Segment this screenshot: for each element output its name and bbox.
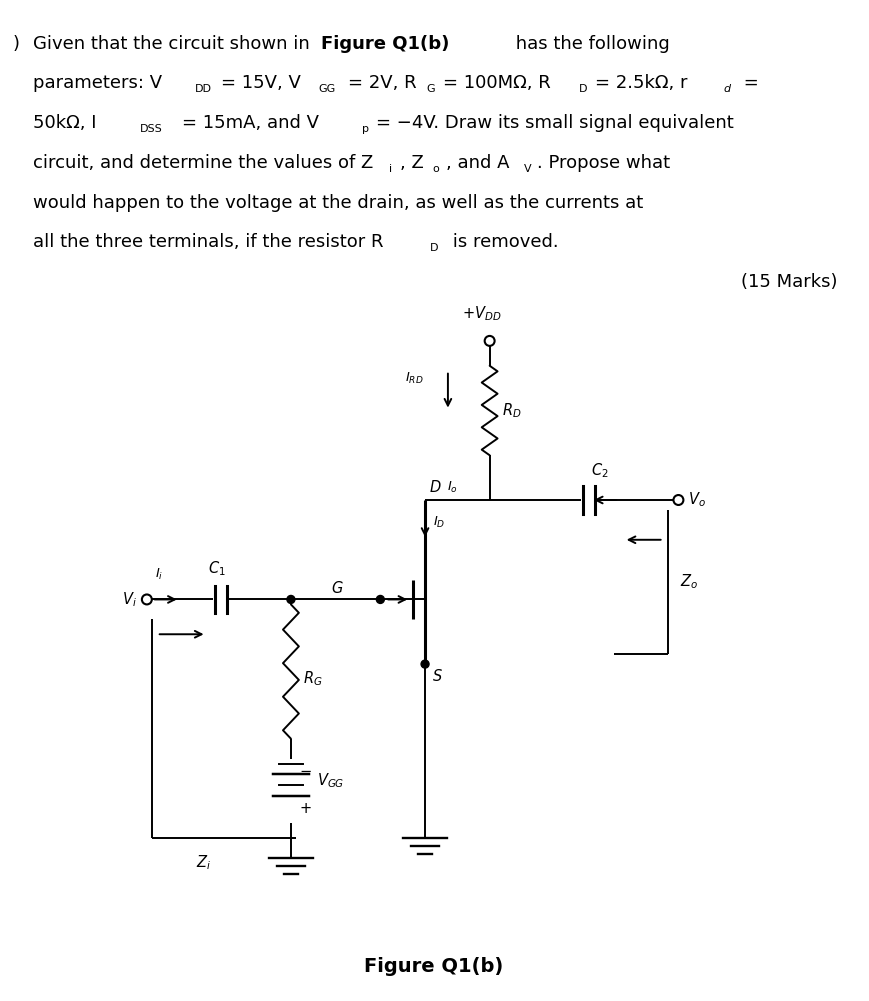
Text: G: G — [331, 582, 342, 597]
Text: , Z: , Z — [401, 154, 424, 172]
Text: $V_i$: $V_i$ — [123, 591, 137, 609]
Circle shape — [376, 596, 384, 604]
Text: . Propose what: . Propose what — [537, 154, 671, 172]
Text: $+$: $+$ — [299, 802, 311, 817]
Text: all the three terminals, if the resistor R: all the three terminals, if the resistor… — [32, 233, 383, 251]
Text: D: D — [579, 84, 587, 94]
Text: = 2.5kΩ, r: = 2.5kΩ, r — [595, 74, 687, 92]
Text: would happen to the voltage at the drain, as well as the currents at: would happen to the voltage at the drain… — [32, 194, 643, 212]
Text: $-$: $-$ — [299, 762, 312, 777]
Text: S: S — [433, 669, 442, 684]
Text: G: G — [426, 84, 434, 94]
Text: $I_D$: $I_D$ — [433, 515, 445, 530]
Text: Figure Q1(b): Figure Q1(b) — [364, 957, 504, 976]
Text: $C_2$: $C_2$ — [591, 461, 608, 480]
Text: D: D — [430, 243, 439, 253]
Text: $Z_i$: $Z_i$ — [196, 853, 211, 872]
Text: GG: GG — [319, 84, 336, 94]
Text: $R_G$: $R_G$ — [303, 670, 322, 689]
Text: $C_1$: $C_1$ — [208, 559, 225, 578]
Text: , and A: , and A — [446, 154, 509, 172]
Text: = 2V, R: = 2V, R — [348, 74, 416, 92]
Text: 50kΩ, I: 50kΩ, I — [32, 114, 96, 132]
Text: $I_o$: $I_o$ — [447, 479, 458, 495]
Text: ): ) — [13, 35, 20, 53]
Text: V: V — [523, 164, 531, 174]
Text: has the following: has the following — [509, 35, 669, 53]
Text: =: = — [738, 74, 759, 92]
Text: $I_{RD}$: $I_{RD}$ — [405, 370, 424, 385]
Text: $Z_o$: $Z_o$ — [680, 573, 699, 592]
Text: $I_i$: $I_i$ — [155, 567, 163, 582]
Text: (15 Marks): (15 Marks) — [741, 273, 838, 291]
Text: = 15V, V: = 15V, V — [222, 74, 302, 92]
Text: Figure Q1(b): Figure Q1(b) — [321, 35, 449, 53]
Text: $+V_{DD}$: $+V_{DD}$ — [462, 304, 501, 323]
Text: circuit, and determine the values of Z: circuit, and determine the values of Z — [32, 154, 373, 172]
Text: $R_D$: $R_D$ — [501, 401, 521, 419]
Text: DD: DD — [195, 84, 211, 94]
Text: D: D — [430, 480, 441, 495]
Text: p: p — [362, 124, 369, 134]
Text: parameters: V: parameters: V — [32, 74, 162, 92]
Text: $V_{GG}$: $V_{GG}$ — [317, 771, 344, 790]
Circle shape — [421, 660, 429, 668]
Text: $V_o$: $V_o$ — [688, 490, 706, 510]
Text: = 100MΩ, R: = 100MΩ, R — [443, 74, 551, 92]
Text: DSS: DSS — [140, 124, 163, 134]
Circle shape — [287, 596, 295, 604]
Text: = 15mA, and V: = 15mA, and V — [182, 114, 319, 132]
Text: = −4V. Draw its small signal equivalent: = −4V. Draw its small signal equivalent — [376, 114, 734, 132]
Text: o: o — [432, 164, 439, 174]
Text: d: d — [723, 84, 730, 94]
Text: i: i — [389, 164, 393, 174]
Text: is removed.: is removed. — [447, 233, 559, 251]
Text: Given that the circuit shown in: Given that the circuit shown in — [32, 35, 315, 53]
